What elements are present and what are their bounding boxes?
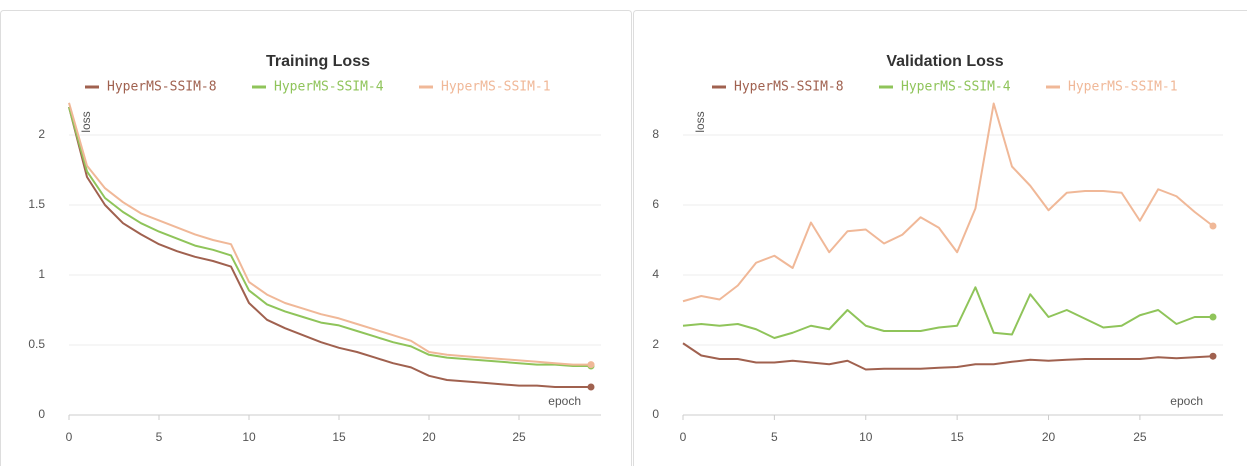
- x-axis-label: epoch: [548, 394, 581, 408]
- x-tick-label: 5: [156, 430, 163, 444]
- x-tick-label: 20: [1042, 430, 1056, 444]
- end-point: [1209, 313, 1217, 321]
- y-tick-label: 0: [652, 407, 659, 421]
- legend-label: HyperMS-SSIM-8: [107, 80, 217, 95]
- x-tick-label: 25: [1133, 430, 1147, 444]
- y-axis-label: loss: [79, 111, 93, 132]
- panel: [633, 10, 1247, 466]
- series-line: [68, 106, 591, 367]
- legend-label: HyperMS-SSIM-1: [441, 80, 551, 95]
- x-tick-label: 15: [950, 430, 964, 444]
- end-point: [587, 383, 595, 391]
- x-tick-label: 0: [680, 430, 687, 444]
- x-tick-label: 10: [242, 430, 256, 444]
- x-tick-label: 10: [859, 430, 873, 444]
- series-line: [68, 106, 591, 388]
- legend-label: HyperMS-SSIM-8: [734, 80, 844, 95]
- series-line: [682, 286, 1213, 339]
- series-line: [682, 342, 1214, 371]
- y-tick-label: 8: [652, 127, 659, 141]
- x-tick-label: 5: [771, 430, 778, 444]
- y-tick-label: 2: [38, 127, 45, 141]
- end-point: [1209, 352, 1217, 360]
- y-tick-label: 6: [652, 197, 659, 211]
- y-tick-label: 1.5: [28, 197, 45, 211]
- y-tick-label: 0: [38, 407, 45, 421]
- legend-label: HyperMS-SSIM-1: [1068, 80, 1178, 95]
- y-tick-label: 1: [38, 267, 45, 281]
- series-line: [68, 102, 591, 366]
- panel: [0, 10, 632, 466]
- x-tick-label: 25: [512, 430, 526, 444]
- x-tick-label: 15: [332, 430, 346, 444]
- legend-label: HyperMS-SSIM-4: [274, 80, 384, 95]
- x-tick-label: 20: [422, 430, 436, 444]
- end-point: [1209, 222, 1217, 230]
- x-axis-label: epoch: [1170, 394, 1203, 408]
- x-tick-label: 0: [66, 430, 73, 444]
- y-tick-label: 4: [652, 267, 659, 281]
- chart-title: Training Loss: [266, 53, 370, 70]
- y-tick-label: 0.5: [28, 337, 45, 351]
- y-tick-label: 2: [652, 337, 659, 351]
- series-line: [682, 102, 1214, 303]
- y-axis-label: loss: [693, 111, 707, 132]
- end-point: [587, 361, 595, 369]
- chart-title: Validation Loss: [886, 53, 1003, 70]
- legend-label: HyperMS-SSIM-4: [901, 80, 1011, 95]
